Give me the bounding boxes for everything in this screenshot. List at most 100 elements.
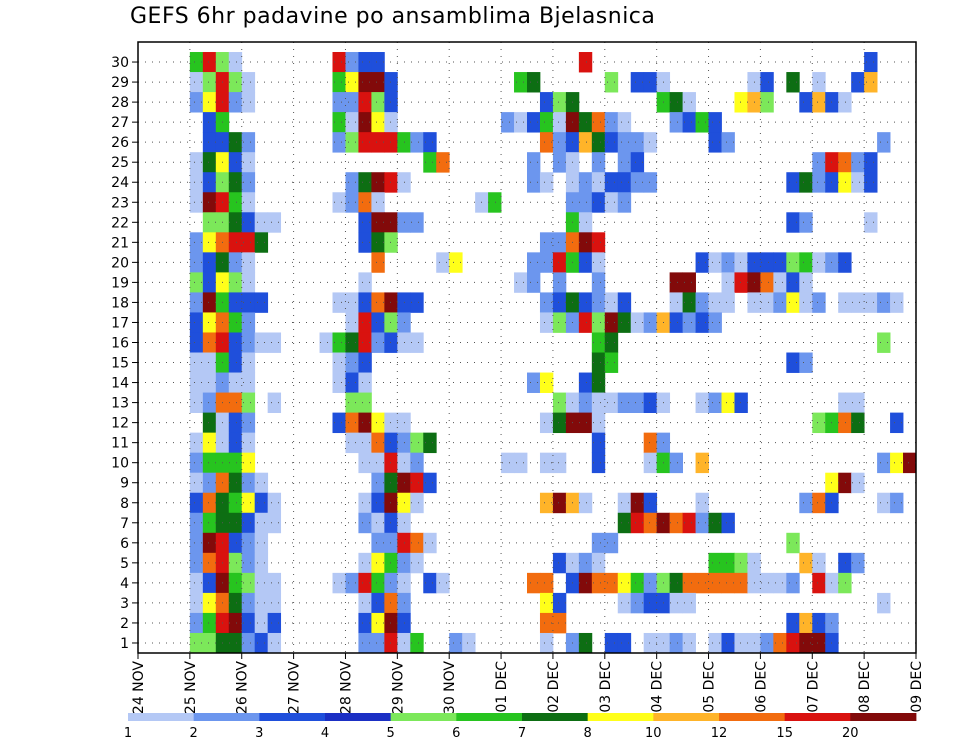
data-cell <box>799 172 813 193</box>
data-cell <box>552 312 567 333</box>
y-tick-label: 23 <box>111 195 129 211</box>
data-cell <box>358 492 372 514</box>
data-cell <box>812 292 826 313</box>
data-cell <box>189 432 204 454</box>
data-cell <box>617 392 632 413</box>
data-cell <box>228 612 243 634</box>
data-cell <box>604 192 619 213</box>
legend-label: 5 <box>387 726 395 741</box>
data-cell <box>189 292 204 313</box>
data-cell <box>345 332 359 353</box>
data-cell <box>358 52 372 73</box>
y-tick-label: 12 <box>111 416 129 432</box>
data-cell <box>319 332 333 353</box>
data-cell <box>241 392 256 413</box>
data-cell <box>371 252 385 273</box>
data-cell <box>410 212 424 233</box>
y-tick-label: 10 <box>111 456 129 472</box>
data-cell <box>410 492 424 514</box>
data-cell <box>410 532 424 554</box>
y-tick-label: 29 <box>111 75 129 91</box>
data-cell <box>617 572 632 594</box>
data-cell <box>890 492 904 514</box>
legend-swatch <box>522 713 589 721</box>
data-cell <box>241 512 256 534</box>
data-cell <box>228 592 243 614</box>
data-cell <box>358 452 372 474</box>
data-cell <box>358 592 372 614</box>
x-tick-label: 02 DEC <box>546 661 562 713</box>
data-cell <box>838 392 852 413</box>
data-cell <box>345 72 359 93</box>
data-cell <box>228 292 243 313</box>
data-cell <box>241 252 256 273</box>
data-cell <box>721 572 735 594</box>
data-cell <box>371 632 385 654</box>
data-cell <box>721 292 735 313</box>
data-cell <box>241 92 256 113</box>
data-cell <box>643 452 658 474</box>
data-cell <box>371 312 385 333</box>
data-cell <box>669 92 683 113</box>
data-cell <box>202 592 217 614</box>
data-cell <box>358 512 372 534</box>
data-cell <box>682 312 696 333</box>
data-cell <box>332 132 346 153</box>
data-cell <box>371 452 385 474</box>
legend-label: 7 <box>518 726 526 741</box>
data-cell <box>371 292 385 313</box>
data-cell <box>371 512 385 534</box>
data-cell <box>228 92 243 113</box>
data-cell <box>371 132 385 153</box>
data-cell <box>617 172 632 193</box>
data-cell <box>241 552 256 574</box>
data-cell <box>734 572 748 594</box>
data-cell <box>578 312 593 333</box>
data-cell <box>228 352 243 373</box>
y-tick-label: 27 <box>111 115 129 131</box>
data-cell <box>669 112 683 133</box>
data-cell <box>202 52 217 73</box>
data-cell <box>604 632 619 654</box>
data-cell <box>332 372 346 393</box>
data-cell <box>371 192 385 213</box>
data-cell <box>708 312 722 333</box>
data-cell <box>851 292 865 313</box>
data-cell <box>578 172 593 193</box>
legend: 1 2 3 4 5 6 7 8 10 12 15 20 <box>124 713 917 741</box>
data-cell <box>345 192 359 213</box>
x-tick-label: 07 DEC <box>805 661 821 713</box>
data-cell <box>358 212 372 233</box>
axes-layer: 1234567891011121314151617181920212223242… <box>111 41 925 715</box>
data-cell <box>228 452 243 474</box>
data-cell <box>851 472 865 494</box>
data-cell <box>604 332 619 353</box>
data-cell <box>695 392 709 413</box>
data-cell <box>228 632 243 654</box>
data-cell <box>669 632 683 654</box>
data-cell <box>773 292 787 313</box>
data-cell <box>345 572 359 594</box>
legend-label: 3 <box>255 726 263 741</box>
data-cell <box>332 52 346 73</box>
legend-swatch <box>456 713 523 721</box>
data-cell <box>578 212 593 233</box>
data-cell <box>228 152 243 173</box>
x-tick-label: 24 NOV <box>131 661 147 715</box>
data-cell <box>643 312 658 333</box>
data-cell <box>760 272 774 293</box>
data-cell <box>773 252 787 273</box>
legend-label: 15 <box>776 726 793 741</box>
legend-swatch <box>193 713 260 721</box>
data-cell <box>617 492 632 514</box>
data-cell <box>591 172 606 193</box>
data-cell <box>241 172 256 193</box>
data-cell <box>410 452 424 474</box>
data-cell <box>527 172 541 193</box>
data-cell <box>423 132 437 153</box>
legend-label: 4 <box>321 726 329 741</box>
legend-swatch <box>259 713 326 721</box>
data-cell <box>228 472 243 494</box>
data-cell <box>552 452 567 474</box>
data-cell <box>578 132 593 153</box>
